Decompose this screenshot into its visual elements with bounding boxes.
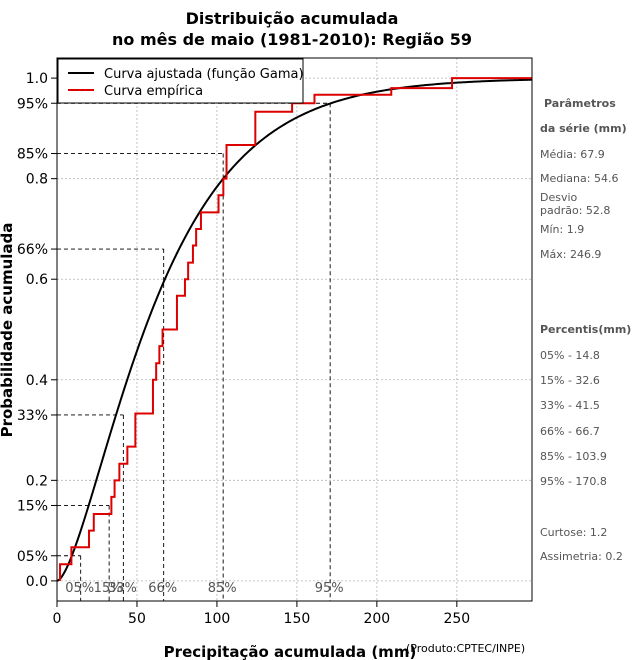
legend-label-empirical: Curva empírica xyxy=(104,84,203,99)
chart-title-line2: no mês de maio (1981-2010): Região 59 xyxy=(112,30,472,49)
y-percentile-label: 15% xyxy=(17,498,48,514)
percentil-15: 15% - 32.6 xyxy=(540,374,600,387)
y-tick-label: 0.4 xyxy=(26,373,48,389)
percentile-x-label: 05% xyxy=(65,581,94,596)
y-tick-label: 0.6 xyxy=(26,272,48,288)
plot-frame xyxy=(56,57,533,602)
x-tick-label: 200 xyxy=(363,611,390,627)
y-tick-label: 0.2 xyxy=(26,473,48,489)
percentil-95: 95% - 170.8 xyxy=(540,475,607,488)
x-axis-title: Precipitação acumulada (mm) xyxy=(164,643,417,660)
percentil-85: 85% - 103.9 xyxy=(540,450,607,463)
y-percentile-label: 85% xyxy=(17,147,48,163)
param-max: Máx: 246.9 xyxy=(540,248,601,261)
credit-text: (Produto:CPTEC/INPE) xyxy=(406,642,525,655)
x-tick-label: 0 xyxy=(53,611,62,627)
x-tick-label: 250 xyxy=(443,611,470,627)
y-tick-label: 1.0 xyxy=(26,71,48,87)
percentil-66: 66% - 66.7 xyxy=(540,425,600,438)
param-desvio-line2: padrão: 52.8 xyxy=(540,204,610,217)
y-percentile-label: 33% xyxy=(17,408,48,424)
y-percentile-label: 95% xyxy=(17,96,48,112)
x-tick-label: 50 xyxy=(128,611,146,627)
percentil-05: 05% - 14.8 xyxy=(540,349,600,362)
legend: Curva ajustada (função Gama) Curva empír… xyxy=(57,58,304,104)
percentile-x-label: 66% xyxy=(148,581,177,596)
param-assimetria: Assimetria: 0.2 xyxy=(540,550,623,563)
side-panel: Parâmetros da série (mm) Média: 67.9 Med… xyxy=(540,97,631,563)
y-percentile-label: 05% xyxy=(17,549,48,565)
legend-label-fitted: Curva ajustada (função Gama) xyxy=(104,67,304,82)
params-title-line2: da série (mm) xyxy=(540,122,627,135)
legend-box xyxy=(57,58,304,104)
params-title-line1: Parâmetros xyxy=(544,97,616,110)
param-media: Média: 67.9 xyxy=(540,148,605,161)
x-tick-label: 100 xyxy=(204,611,231,627)
percentile-x-label: 85% xyxy=(208,581,237,596)
percentile-x-label: 95% xyxy=(315,581,344,596)
series xyxy=(56,77,533,582)
y-percentile-label: 66% xyxy=(17,242,48,258)
param-mediana: Mediana: 54.6 xyxy=(540,172,618,185)
percentile-guides: 05% 15%33% 66% 85% 95% xyxy=(57,102,344,601)
percentile-x-label: 15% xyxy=(94,581,123,596)
param-curtose: Curtose: 1.2 xyxy=(540,526,607,539)
grid xyxy=(56,58,532,601)
percentile-x-label: 33% xyxy=(108,581,137,596)
y-axis-title: Probabilidade acumulada xyxy=(0,223,16,438)
x-tick-label: 150 xyxy=(284,611,311,627)
percentis-title: Percentis(mm) xyxy=(540,323,631,336)
chart-title-line1: Distribuição acumulada xyxy=(186,9,399,28)
empirical-step-curve xyxy=(59,77,532,581)
param-desvio-line1: Desvio xyxy=(540,191,578,204)
param-min: Mín: 1.9 xyxy=(540,223,584,236)
y-tick-label: 0.0 xyxy=(26,574,48,590)
y-tick-label: 0.8 xyxy=(26,172,48,188)
percentil-33: 33% - 41.5 xyxy=(540,399,600,412)
fitted-gamma-curve xyxy=(56,78,533,582)
axes: 0 50 100 150 200 2500.00.20.40.60.81.005%15%3… xyxy=(17,71,470,627)
